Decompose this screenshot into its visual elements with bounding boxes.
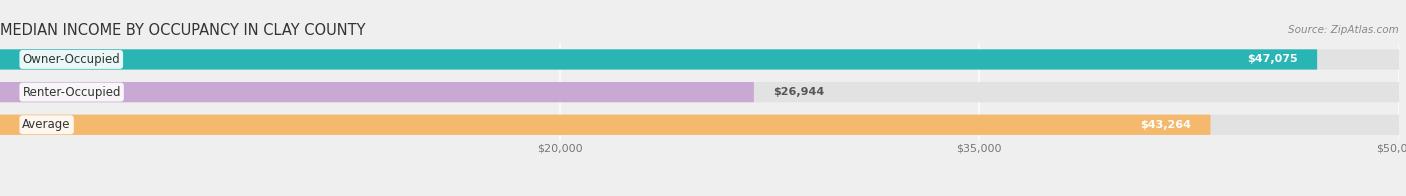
FancyBboxPatch shape	[0, 49, 1399, 70]
Text: Average: Average	[22, 118, 70, 131]
Text: $26,944: $26,944	[773, 87, 825, 97]
Text: MEDIAN INCOME BY OCCUPANCY IN CLAY COUNTY: MEDIAN INCOME BY OCCUPANCY IN CLAY COUNT…	[0, 23, 366, 38]
FancyBboxPatch shape	[0, 115, 1211, 135]
FancyBboxPatch shape	[0, 82, 1399, 102]
Text: $47,075: $47,075	[1247, 54, 1298, 64]
FancyBboxPatch shape	[0, 82, 754, 102]
Text: $43,264: $43,264	[1140, 120, 1191, 130]
FancyBboxPatch shape	[0, 49, 1317, 70]
Text: Owner-Occupied: Owner-Occupied	[22, 53, 120, 66]
Text: Source: ZipAtlas.com: Source: ZipAtlas.com	[1288, 25, 1399, 35]
FancyBboxPatch shape	[0, 115, 1399, 135]
Text: Renter-Occupied: Renter-Occupied	[22, 86, 121, 99]
